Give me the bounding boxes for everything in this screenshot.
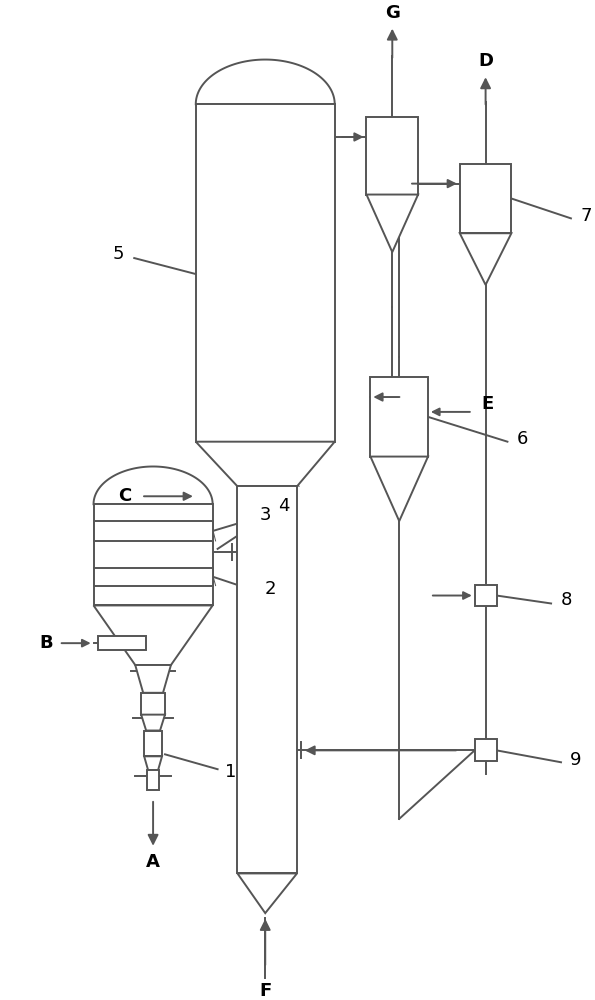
Polygon shape: [141, 715, 165, 731]
Bar: [99, 636, 146, 650]
Bar: [237, 486, 297, 873]
Text: 3: 3: [259, 506, 271, 524]
Bar: [371, 377, 428, 457]
Text: E: E: [481, 395, 494, 413]
Bar: [367, 117, 418, 195]
Polygon shape: [196, 60, 335, 104]
Text: 1: 1: [225, 763, 236, 781]
Text: C: C: [118, 487, 131, 505]
Polygon shape: [237, 873, 297, 913]
Text: 9: 9: [570, 751, 582, 769]
Text: 4: 4: [278, 497, 290, 515]
Bar: [141, 693, 165, 715]
Bar: [144, 731, 162, 756]
Polygon shape: [367, 195, 418, 252]
Polygon shape: [144, 756, 162, 770]
Text: 8: 8: [560, 591, 572, 609]
Bar: [475, 585, 496, 606]
Text: A: A: [146, 853, 160, 871]
Text: 6: 6: [516, 430, 528, 448]
Polygon shape: [93, 605, 212, 665]
Polygon shape: [196, 442, 335, 486]
Bar: [93, 504, 212, 605]
Bar: [93, 521, 212, 541]
Polygon shape: [371, 457, 428, 521]
Polygon shape: [135, 665, 171, 693]
Polygon shape: [460, 233, 511, 285]
Text: B: B: [39, 634, 53, 652]
Bar: [196, 104, 335, 442]
Bar: [475, 739, 496, 761]
Text: F: F: [259, 982, 271, 1000]
Text: 2: 2: [264, 580, 276, 598]
Text: G: G: [385, 4, 400, 22]
Text: 7: 7: [580, 207, 591, 225]
Bar: [93, 568, 212, 586]
Bar: [147, 770, 159, 790]
Bar: [460, 164, 511, 233]
Text: 5: 5: [112, 245, 124, 263]
Polygon shape: [93, 467, 212, 504]
Text: D: D: [478, 52, 493, 70]
